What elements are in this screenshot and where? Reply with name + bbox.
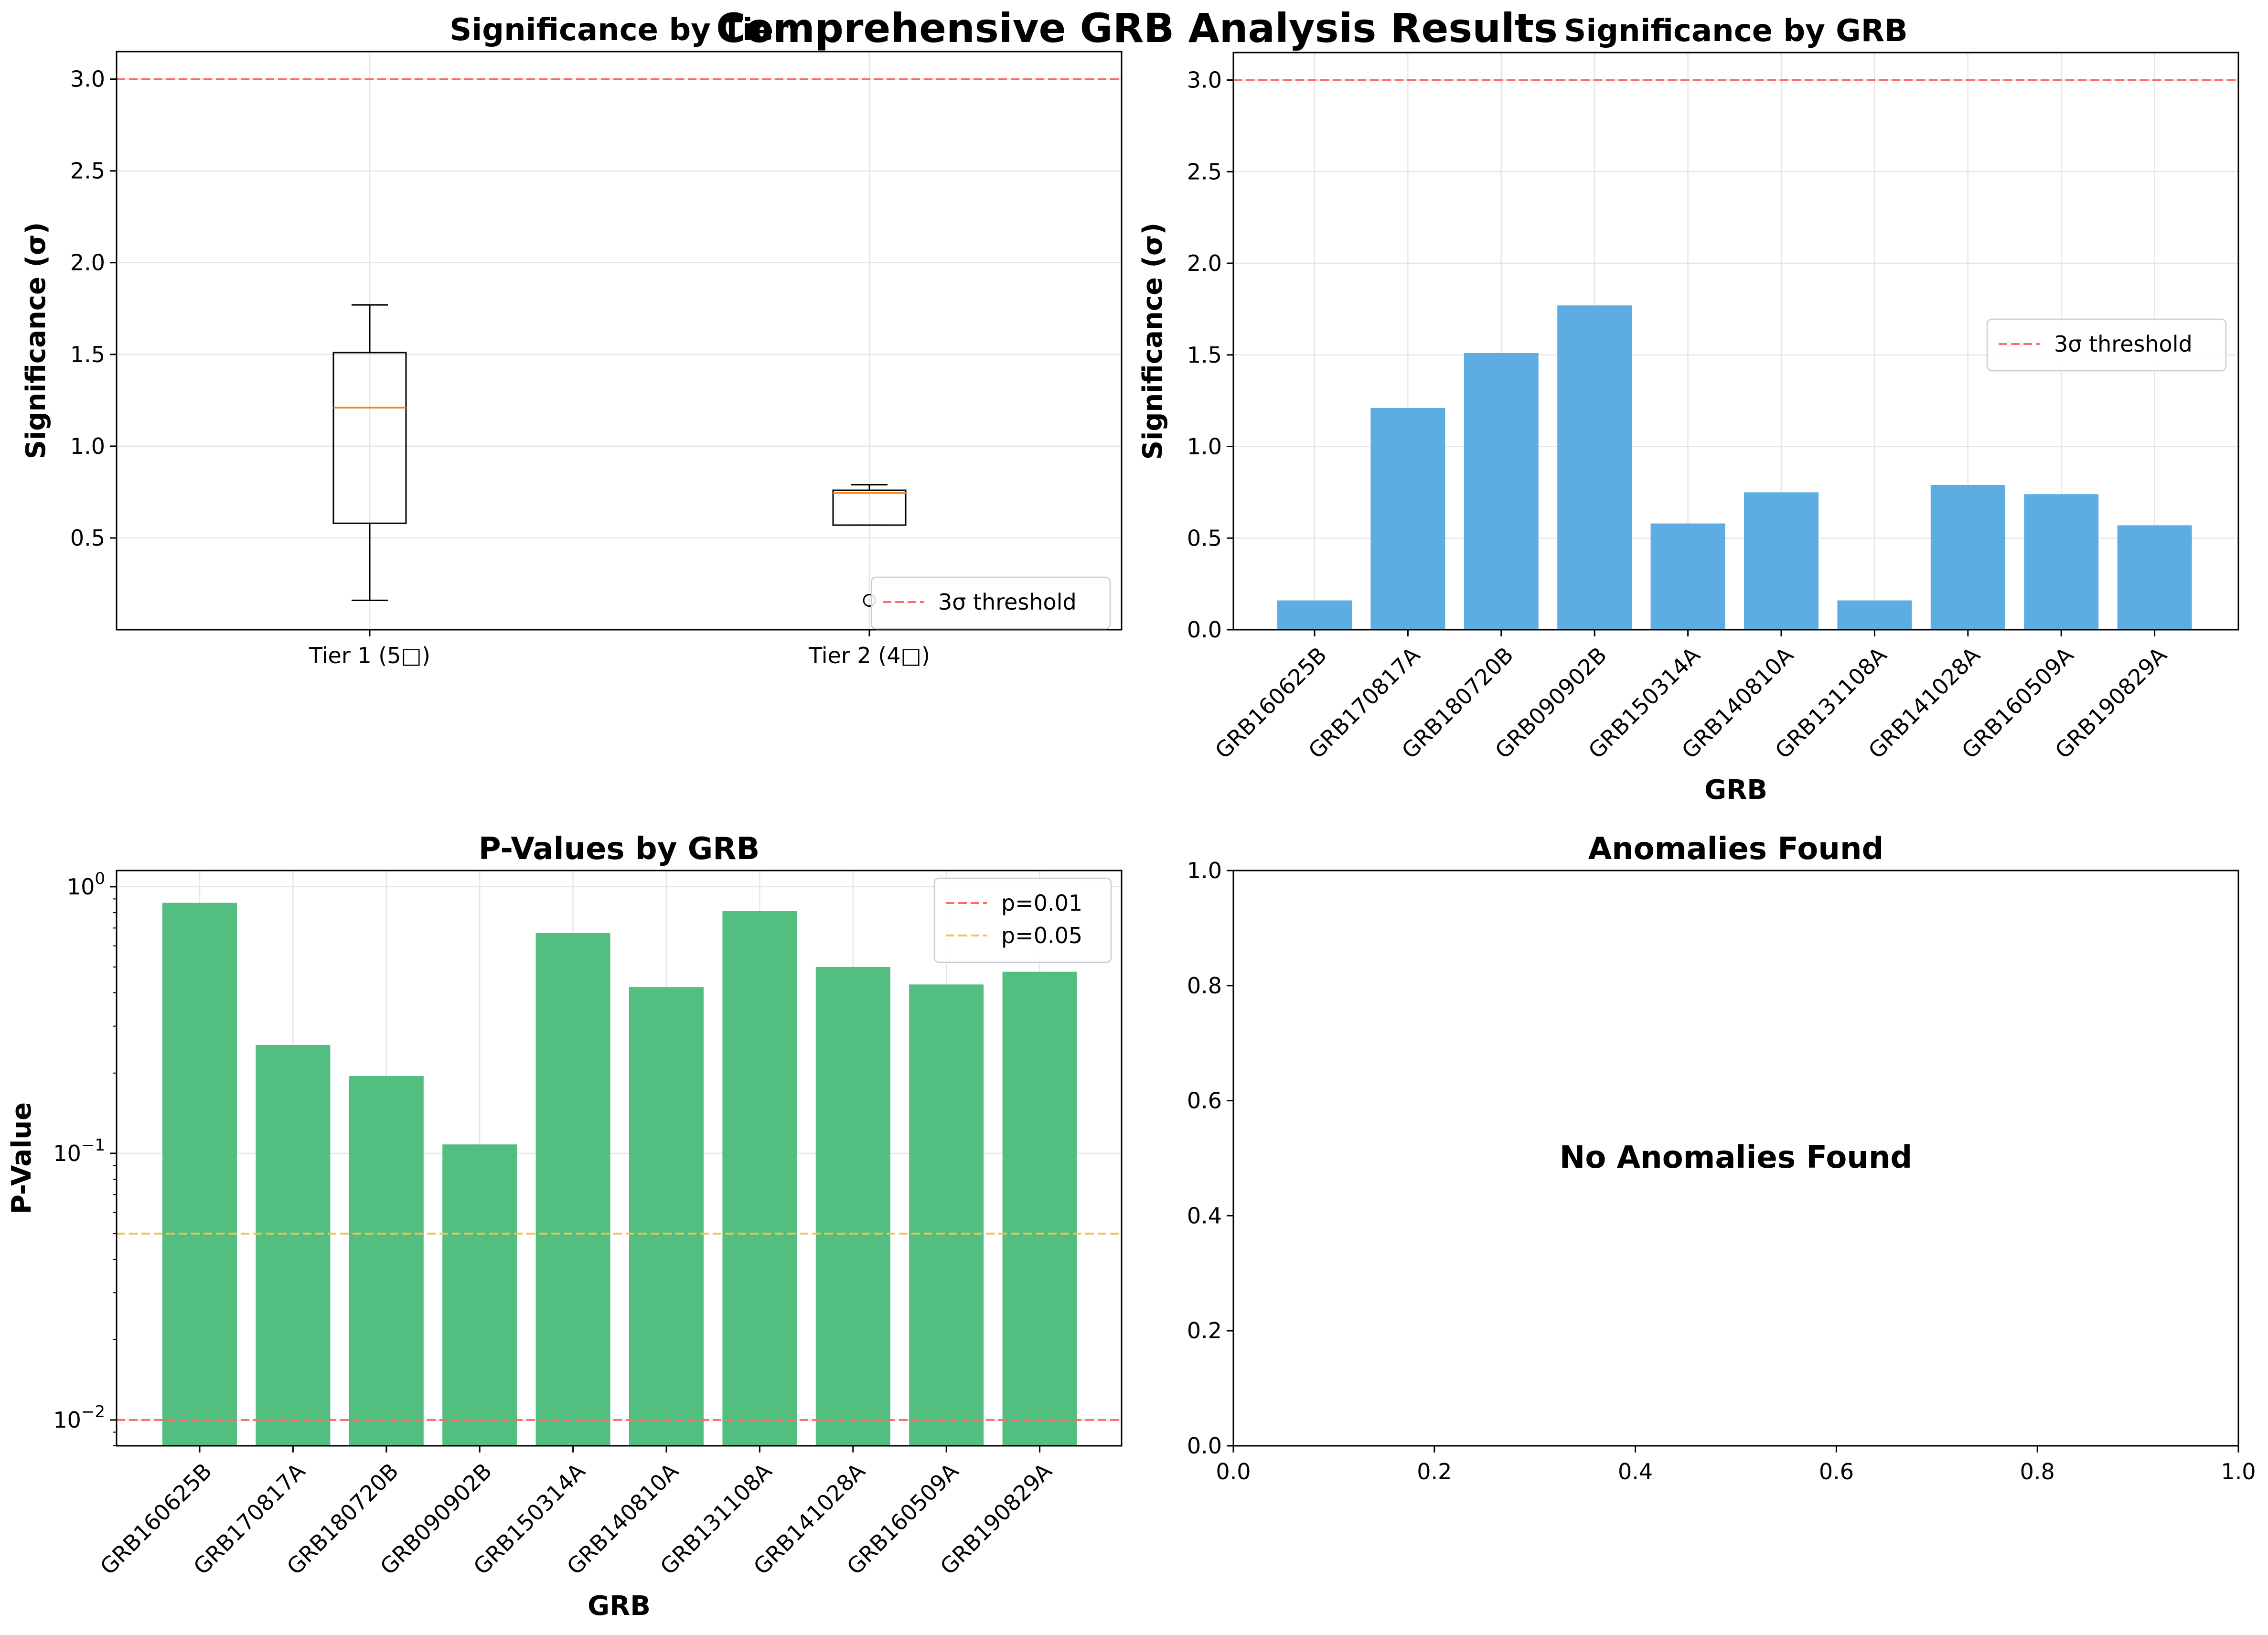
bar-grb160625b [162,903,237,1446]
y-tick-label: 0.4 [1187,1203,1222,1228]
x-tick-label: Tier 1 (5□) [309,643,430,668]
y-axis-label: P-Value [6,1102,37,1214]
figure-suptitle: Comprehensive GRB Analysis Results [716,5,1558,52]
bar-grb150314a [1650,523,1725,630]
bar-grb141028a [1930,485,2005,630]
y-tick-label: 0.8 [1187,973,1222,999]
box-1 [332,304,407,602]
y-tick-label: 1.0 [1187,858,1222,883]
axes-frame [1232,52,2239,631]
y-tick-label: 2.5 [1187,159,1222,184]
y-tick-exponent: −2 [81,1402,105,1421]
x-axis-label: GRB [588,1591,651,1622]
chart-title: Significance by GRB [1564,13,1908,49]
chart-p-values-by-grb: 10−210−1100GRB160625BGRB170817AGRB180720… [6,831,1123,1622]
y-tick-label: 0.0 [1187,1433,1222,1459]
bar-grb170817a [1370,408,1445,630]
y-tick-label: 2.5 [70,158,105,184]
y-tick-label: 2.0 [1187,250,1222,276]
axes-frame [116,870,1123,1447]
y-tick-label: 2.0 [70,250,105,276]
y-tick-label: 10−2 [53,1402,105,1433]
bar-grb131108a [722,911,797,1446]
y-tick-base: 10 [67,874,95,900]
legend-box [870,576,1111,630]
chart-title: Significance by Tier [449,12,789,48]
y-tick-label: 0.5 [1187,525,1222,551]
bar-grb160625b [1277,600,1352,630]
y-axis-label: Significance (σ) [21,222,52,460]
bar-grb190829a [1002,971,1077,1446]
bar-grb180720b [349,1076,424,1446]
legend-label: p=0.01 [1001,890,1082,916]
bar-grb140810a [1744,492,1819,630]
bar-grb090902b [1557,305,1632,630]
legend-label: 3σ threshold [938,589,1077,615]
chart-anomalies-found: 0.0 0.2 0.4 0.6 0.8 1.0 0.0 0.2 0.4 0.6 0.8 1.0 No A… [1187,831,2256,1484]
iqr-box [832,489,907,526]
bar-grb170817a [256,1045,331,1446]
x-tick-label: 1.0 [2221,1459,2256,1484]
y-tick-exponent: −1 [81,1136,105,1155]
y-tick-label: 3.0 [1187,67,1222,93]
x-tick-label: 0.2 [1417,1459,1452,1484]
x-tick-label: 0.8 [2020,1459,2055,1484]
legend-label: p=0.05 [1001,923,1082,948]
y-tick-base: 10 [53,1140,81,1166]
chart-title: P-Values by GRB [479,831,760,867]
y-tick-label: 0.0 [1187,617,1222,643]
bar-grb160509a [909,984,984,1446]
x-tick-label: 0.6 [1819,1459,1854,1484]
legend-box [1986,318,2227,372]
bar-grb190829a [2117,525,2192,630]
no-anomalies-message: No Anomalies Found [1560,1140,1912,1175]
bar-grb150314a [535,933,610,1446]
y-tick-label: 100 [67,869,105,900]
y-axis-label: Significance (σ) [1137,223,1168,460]
y-tick-label: 0.6 [1187,1088,1222,1114]
bar-grb090902b [442,1144,517,1446]
y-tick-base: 10 [53,1407,81,1433]
axes-frame [1232,870,2239,1447]
chart-significance-by-tier: 0.5 1.0 1.5 2.0 2.5 3.0 Tier 1 (5□) Tier 2 (4□)… [21,12,1123,668]
y-tick-label: 1.5 [1187,342,1222,368]
chart-significance-by-grb: 0.00.51.01.52.02.53.0GRB160625BGRB170817… [1137,13,2239,806]
y-tick-exponent: 0 [95,869,105,888]
y-tick-label: 10−1 [53,1136,105,1166]
bar-grb140810a [629,987,704,1446]
y-tick-label: 1.5 [70,342,105,367]
legend-box [933,877,1112,963]
iqr-box [332,352,407,524]
legend-label: 3σ threshold [2054,331,2193,357]
y-tick-label: 1.0 [70,433,105,459]
bar-grb141028a [815,967,890,1446]
y-tick-label: 0.5 [70,525,105,551]
axes-frame [116,51,1123,631]
y-tick-label: 3.0 [70,66,105,92]
x-tick-label: 0.4 [1618,1459,1653,1484]
bar-grb131108a [1837,600,1912,630]
x-tick-label: Tier 2 (4□) [808,643,930,668]
bar-grb180720b [1464,353,1539,630]
chart-title: Anomalies Found [1588,831,1884,867]
y-tick-label: 0.2 [1187,1318,1222,1344]
bar-grb160509a [2024,494,2099,630]
x-tick-label: 0.0 [1216,1459,1251,1484]
x-axis-label: GRB [1704,774,1767,806]
y-tick-label: 1.0 [1187,434,1222,460]
